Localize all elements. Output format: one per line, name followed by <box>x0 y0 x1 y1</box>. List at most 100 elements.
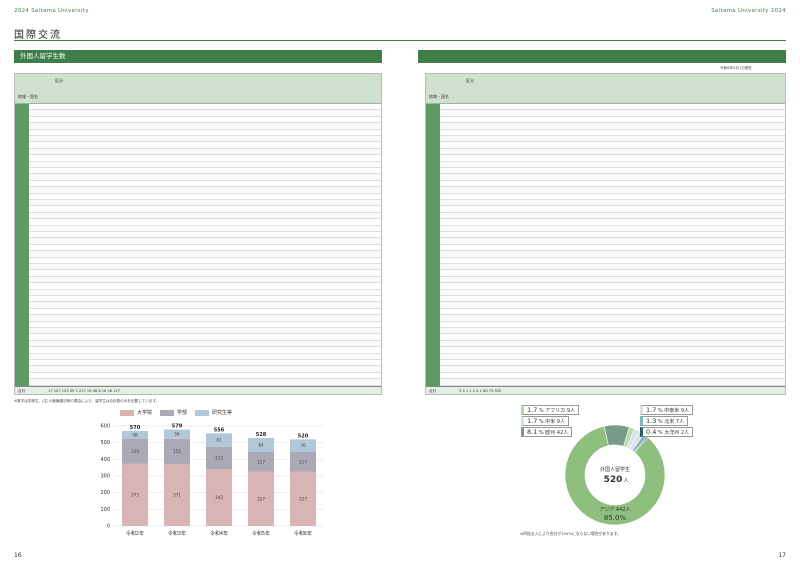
legend-item: 学部 <box>159 409 187 416</box>
corner-label: 地域・国名 <box>18 94 38 99</box>
table-row <box>29 322 381 328</box>
table-row <box>29 315 381 322</box>
bar-value-label: 327 <box>299 496 307 501</box>
table-row <box>29 289 381 296</box>
table-row <box>440 347 785 354</box>
bar-value-label: 48 <box>132 433 138 438</box>
table-row <box>29 130 381 136</box>
table-row <box>440 206 785 213</box>
table-row <box>440 366 785 373</box>
table-row <box>29 148 381 156</box>
bar-segment <box>248 438 274 452</box>
table-row <box>29 379 381 386</box>
pie-slice-label: アジア 442人 <box>600 507 631 513</box>
pie-slice-percent: 85.0% <box>604 514 627 522</box>
table-row <box>440 110 785 117</box>
y-tick-label: 500 <box>100 440 110 446</box>
table-row <box>440 232 785 239</box>
section-title: 国際交流 <box>14 30 62 41</box>
table-row <box>440 328 785 335</box>
bar-value-label: 149 <box>131 449 139 454</box>
legend-label: 研究生等 <box>211 410 232 416</box>
x-tick-label: 令和4年 <box>210 530 228 537</box>
table-row <box>440 187 785 194</box>
corner-label: 地域・国名 <box>429 94 449 99</box>
table-row <box>29 283 381 290</box>
bar-segment <box>122 463 148 526</box>
table-row <box>29 200 381 207</box>
bar-value-label: 373 <box>131 492 139 497</box>
table-row <box>440 296 785 303</box>
table-row <box>29 264 381 271</box>
table-row <box>440 194 785 200</box>
pie-legend-percent: 1.7 <box>646 406 657 414</box>
subsection-bar-left: 外国人留学生数 <box>14 50 382 63</box>
bar-segment <box>164 438 190 465</box>
bar-segment <box>290 452 316 472</box>
table-row <box>29 136 381 143</box>
table-row <box>440 200 785 207</box>
bar-value-label: 371 <box>173 493 181 498</box>
legend-swatch <box>159 409 174 416</box>
bar-legend: 大学院 学部 研究生等 <box>120 409 232 416</box>
pie-legend-percent: 1.7 <box>527 406 538 414</box>
legend-label: 大学院 <box>137 410 153 416</box>
table-row <box>440 136 785 143</box>
table-row <box>29 168 381 175</box>
y-tick-label: 0 <box>107 524 110 530</box>
y-tick-label: 200 <box>100 490 110 496</box>
student-table-right: 区分 地域・国名 合計 3 4 1 1 2 4 1 60 75 520 <box>425 73 786 395</box>
pie-legend-text: % 大洋州 2人 <box>656 430 690 436</box>
table-row <box>29 334 381 341</box>
y-tick-label: 400 <box>100 457 110 463</box>
bar-segment <box>206 433 232 447</box>
pie-center-unit: 人 <box>623 478 628 484</box>
bar-segment <box>164 464 190 526</box>
region-label: 区分 <box>55 78 63 83</box>
x-tick-label: 令和3年 <box>168 530 186 537</box>
table-row <box>440 289 785 296</box>
pie-legend-box: 0.4 % 大洋州 2人 <box>640 427 694 437</box>
y-tick-label: 600 <box>100 424 110 430</box>
table-row <box>440 104 785 111</box>
pie-legend-box: 1.7 % アフリカ 9人 <box>521 405 580 415</box>
total-label: 合計 <box>18 389 26 393</box>
table-row <box>440 340 785 348</box>
table-row <box>440 322 785 328</box>
table-row <box>440 161 785 168</box>
bar-value-label: 117 <box>257 459 265 464</box>
bar-segment <box>122 431 148 439</box>
table-row <box>440 225 785 232</box>
bar-total-label: 520 <box>298 433 309 439</box>
pie-legend-box: 1.3 % 北米 7人 <box>640 416 689 426</box>
bar-segment <box>290 439 316 452</box>
pie-legend-percent: 1.3 <box>646 417 657 425</box>
table-row <box>29 309 381 316</box>
table-row <box>440 212 785 220</box>
pie-legend-text: % 北米 7人 <box>656 419 685 425</box>
pie-center-label: 外国人留学生 <box>600 466 630 473</box>
bar-total-label: 556 <box>214 427 225 433</box>
table-row <box>440 174 785 181</box>
table-row <box>440 264 785 271</box>
table-total-row: 合計 3 4 1 1 2 4 1 60 75 520 <box>426 386 785 394</box>
bar-value-label: 76 <box>300 443 306 448</box>
table-row <box>29 270 381 277</box>
table-row <box>440 123 785 130</box>
bar-segment <box>164 429 190 439</box>
table-row <box>29 161 381 168</box>
table-row <box>29 276 381 284</box>
pie-legend-text: % 中米 9人 <box>537 419 566 425</box>
y-tick-label: 300 <box>100 474 110 480</box>
page-number-left: 16 <box>14 552 22 559</box>
bar-segment <box>206 469 232 526</box>
table-row <box>29 142 381 149</box>
table-row <box>29 373 381 380</box>
bar-value-label: 342 <box>215 495 223 500</box>
table-row <box>29 245 381 252</box>
table-row <box>29 251 381 258</box>
y-tick-label: 100 <box>100 507 110 513</box>
pie-legend-text: % アフリカ 9人 <box>537 408 576 414</box>
table-row <box>440 315 785 322</box>
